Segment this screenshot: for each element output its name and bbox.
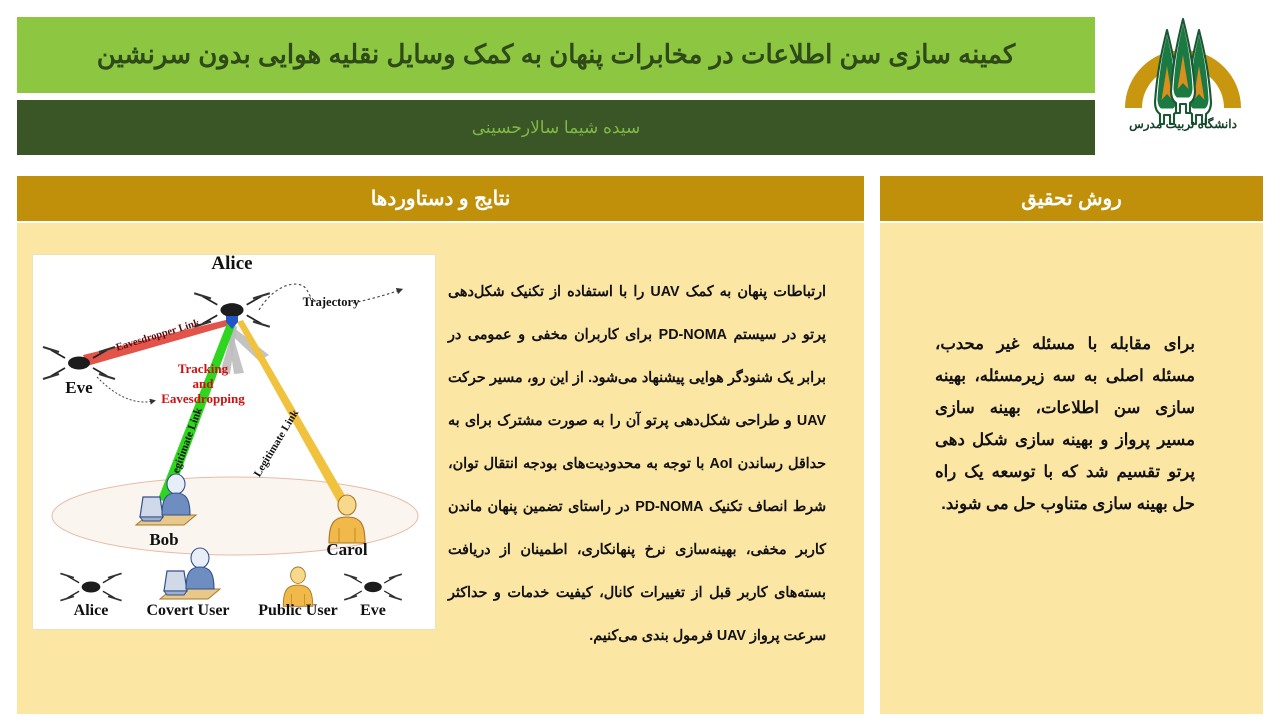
svg-text:Eavesdropping: Eavesdropping bbox=[161, 391, 245, 406]
svg-text:Trajectory: Trajectory bbox=[303, 295, 360, 309]
svg-text:Covert User: Covert User bbox=[146, 602, 229, 619]
svg-text:دانشگاه تربیت مدرس: دانشگاه تربیت مدرس bbox=[1129, 116, 1237, 132]
svg-text:Eve: Eve bbox=[65, 378, 93, 397]
svg-text:Eve: Eve bbox=[360, 602, 386, 619]
svg-text:Public User: Public User bbox=[258, 602, 338, 619]
svg-text:Tracking: Tracking bbox=[178, 361, 229, 376]
svg-text:Carol: Carol bbox=[326, 540, 368, 559]
svg-text:Legitimate Link: Legitimate Link bbox=[168, 405, 206, 481]
svg-text:Legitimate Link: Legitimate Link bbox=[252, 407, 302, 479]
svg-text:Bob: Bob bbox=[149, 530, 178, 549]
svg-text:and: and bbox=[193, 376, 215, 391]
svg-text:Alice: Alice bbox=[211, 255, 252, 274]
svg-text:Alice: Alice bbox=[74, 602, 109, 619]
